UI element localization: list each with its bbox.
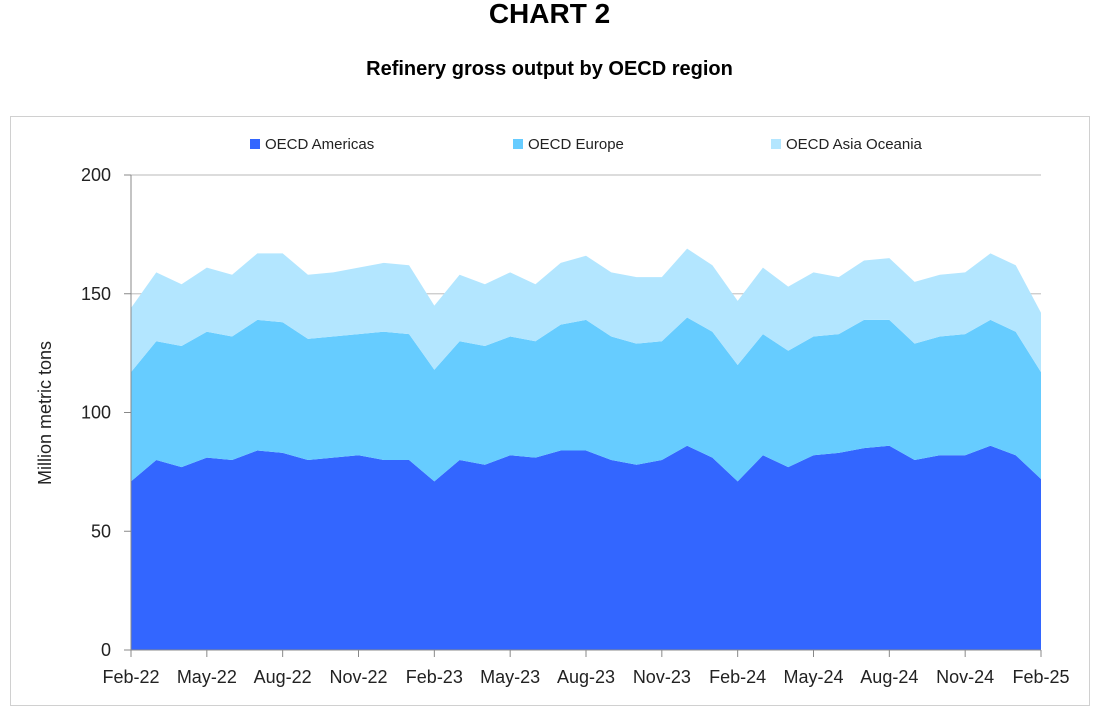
y-tick-label: 0 — [101, 640, 111, 660]
x-tick-label: May-22 — [177, 667, 237, 687]
legend-swatch — [771, 139, 781, 149]
legend: OECD Americas OECD Europe OECD Asia Oceani… — [250, 136, 923, 153]
legend-swatch — [250, 139, 260, 149]
x-tick-label: Nov-22 — [329, 667, 387, 687]
legend-label: OECD Americas — [265, 136, 374, 153]
x-tick-label: Feb-25 — [1012, 667, 1069, 687]
area-series — [131, 248, 1041, 650]
x-tick-label: May-24 — [783, 667, 843, 687]
area-oecd-asia-oceania — [131, 248, 1041, 373]
y-axis-label: Million metric tons — [35, 341, 55, 485]
x-tick-labels: Feb-22 May-22 Aug-22 Nov-22 Feb-23 May-23 Aug-… — [102, 667, 1069, 687]
x-tick-label: Nov-23 — [633, 667, 691, 687]
y-tick-label: 150 — [81, 284, 111, 304]
chart-frame — [10, 116, 1090, 706]
area-oecd-americas — [131, 445, 1041, 650]
y-tick-label: 200 — [81, 165, 111, 185]
y-tick-label: 50 — [91, 521, 111, 541]
legend-label: OECD Asia Oceania — [786, 136, 923, 153]
y-tick-labels: 0 50 100 150 200 — [81, 165, 111, 660]
chart-heading: CHART 2 — [488, 0, 611, 29]
x-tick-label: Nov-24 — [936, 667, 994, 687]
y-tick-label: 100 — [81, 403, 111, 423]
x-tick-label: May-23 — [480, 667, 540, 687]
legend-swatch — [513, 139, 523, 149]
legend-item-oecd-americas: OECD Americas — [250, 136, 374, 153]
x-tick-label: Aug-23 — [557, 667, 615, 687]
x-tick-label: Feb-23 — [406, 667, 463, 687]
x-tick-label: Feb-22 — [102, 667, 159, 687]
x-tick-label: Aug-24 — [860, 667, 918, 687]
x-tick-label: Feb-24 — [709, 667, 766, 687]
axes — [124, 174, 1042, 657]
legend-label: OECD Europe — [528, 136, 624, 153]
legend-item-oecd-europe: OECD Europe — [513, 136, 624, 153]
area-oecd-europe — [131, 317, 1041, 482]
chart-title: Refinery gross output by OECD region — [366, 58, 733, 80]
x-tick-label: Aug-22 — [254, 667, 312, 687]
legend-item-oecd-asia-oceania: OECD Asia Oceania — [771, 136, 923, 153]
